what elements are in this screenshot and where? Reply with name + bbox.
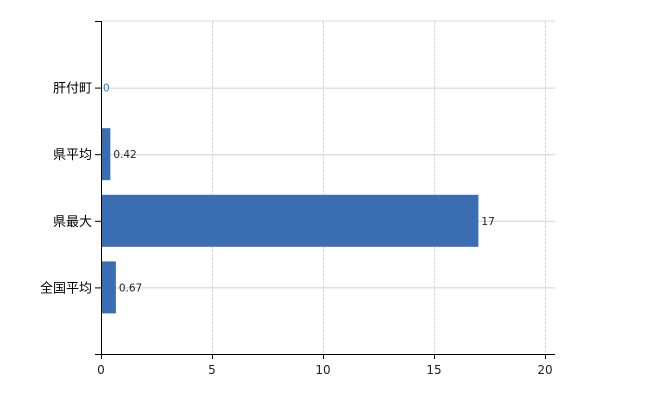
y-tick-label: 県最大 [53,215,92,230]
bar [101,128,111,181]
x-tick-label: 20 [537,363,552,377]
y-tick-label: 肝付町 [53,82,92,97]
x-tick-label: 5 [208,363,216,377]
y-tick-label: 県平均 [53,148,92,163]
x-tick-label: 0 [97,363,105,377]
x-tick-label: 10 [315,363,330,377]
data-label: 17 [481,216,494,228]
x-tick-label: 15 [426,363,441,377]
data-label: 0.42 [113,149,136,161]
y-tick-label: 全国平均 [40,280,92,296]
bar [101,261,116,314]
bar [101,194,479,247]
data-label: 0 [103,83,110,95]
data-label: 0.67 [119,282,142,294]
